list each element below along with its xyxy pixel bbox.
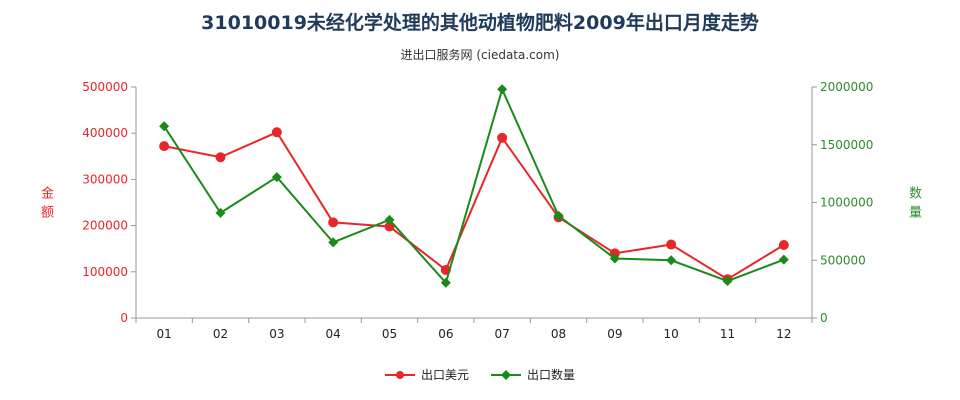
x-tick-label: 02: [213, 327, 228, 341]
series-usd-line: [163, 131, 785, 281]
x-tick-label: 11: [720, 327, 735, 341]
series-usd-point: [497, 132, 508, 143]
x-tick-label: 09: [607, 327, 622, 341]
series-qty-point: [384, 214, 395, 225]
series-qty-point: [215, 207, 226, 218]
x-tick-label: 04: [326, 327, 341, 341]
series-qty-point: [159, 121, 170, 132]
legend-qty-label: 出口数量: [527, 368, 576, 382]
y-right-tick-label: 1000000: [820, 196, 873, 210]
series-qty-point: [609, 253, 620, 264]
y-axis-right-label: 数量: [906, 186, 921, 224]
y-right-tick-label: 1500000: [820, 138, 873, 152]
series-usd-point: [159, 141, 170, 152]
y-left-tick-label: 500000: [82, 80, 128, 94]
x-tick-label: 03: [269, 327, 284, 341]
x-tick-label: 06: [438, 327, 453, 341]
series-qty-point: [666, 255, 677, 266]
chart-title: 31010019未经化学处理的其他动植物肥料2009年出口月度走势: [201, 12, 759, 34]
x-tick-label: 01: [157, 327, 172, 341]
y-left-tick-label: 200000: [82, 219, 128, 233]
y-left-tick-label: 100000: [82, 265, 128, 279]
series-usd-point: [666, 239, 677, 250]
legend-qty-swatch: [491, 369, 521, 380]
x-tick-label: 12: [776, 327, 791, 341]
y-axis-left-label: 金额: [38, 186, 53, 224]
series-usd-point: [778, 240, 789, 251]
y-left-tick-label: 0: [120, 311, 128, 325]
series-qty-point: [553, 210, 564, 221]
legend-usd-swatch: [384, 370, 415, 379]
y-left-tick-label: 400000: [82, 126, 128, 140]
x-tick-label: 05: [382, 327, 397, 341]
x-tick-label: 08: [551, 327, 566, 341]
y-left-tick-label: 300000: [82, 172, 128, 186]
x-tick-label: 07: [495, 327, 510, 341]
chart-subtitle: 进出口服务网 (ciedata.com): [400, 48, 560, 62]
series-qty-line: [163, 86, 785, 285]
series-usd-point: [328, 217, 339, 228]
series-qty-point: [722, 276, 733, 287]
series-usd-point: [215, 152, 226, 163]
legend-usd-label: 出口美元: [420, 368, 469, 382]
legend-item-usd[interactable]: 出口美元: [384, 366, 469, 383]
series-qty-point: [440, 277, 451, 288]
y-right-tick-label: 500000: [820, 253, 866, 267]
series-qty-point: [778, 254, 789, 265]
series-qty-point: [497, 84, 508, 95]
series-qty-point: [328, 237, 339, 248]
y-right-tick-label: 2000000: [820, 80, 873, 94]
y-right-tick-label: 0: [820, 311, 828, 325]
legend: 出口美元 出口数量: [0, 366, 960, 383]
series-usd-point: [271, 127, 282, 138]
series-qty-point: [271, 172, 282, 183]
x-tick-label: 10: [664, 327, 679, 341]
legend-item-qty[interactable]: 出口数量: [491, 366, 575, 383]
